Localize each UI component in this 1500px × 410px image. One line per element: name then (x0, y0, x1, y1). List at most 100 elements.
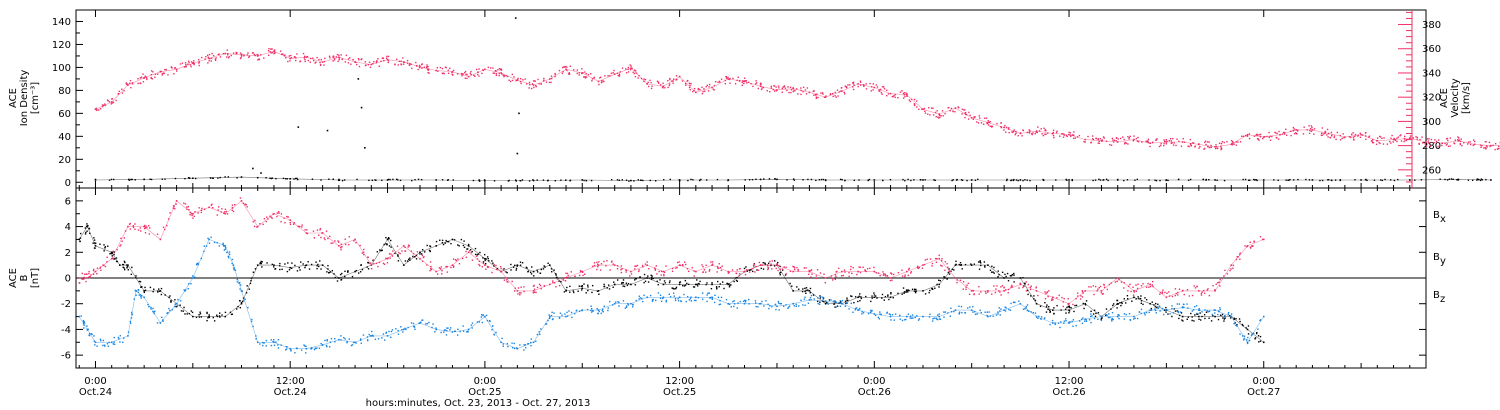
bz-series-point (410, 250, 413, 252)
bx-series-point (1199, 319, 1202, 321)
bx-series-point (596, 290, 599, 293)
bx-series-point (327, 268, 329, 270)
bz-series-point (553, 282, 556, 284)
by-series-point (711, 298, 714, 301)
bx-series-point (650, 277, 653, 279)
bx-series-point (99, 243, 101, 245)
bz-series-anchor (613, 264, 616, 266)
velocity-series-point (1416, 136, 1419, 139)
by-series-point (810, 294, 813, 297)
by-series-point (502, 345, 505, 347)
by-series-point (813, 298, 815, 300)
velocity-series-point (447, 72, 450, 74)
velocity-series-point (1047, 132, 1049, 134)
bz-series-point (369, 262, 371, 265)
velocity-series-point (637, 77, 639, 79)
bz-series-point (278, 212, 280, 214)
density-series-anchor (1214, 179, 1216, 181)
velocity-series-point (821, 92, 824, 94)
bz-series-point (1081, 290, 1084, 292)
by-series-point (1195, 312, 1198, 315)
bx-series-point (1235, 318, 1237, 320)
by-series-point (1128, 312, 1131, 315)
by-series-point (1090, 313, 1092, 315)
bx-series-point (94, 242, 97, 244)
bx-series-point (482, 261, 485, 263)
bx-series-point (892, 296, 894, 299)
bz-series-point (83, 278, 85, 280)
bz-series-anchor (678, 264, 681, 266)
bx-series-point (944, 277, 946, 279)
bz-series-point (616, 265, 619, 267)
bx-series-point (802, 288, 804, 290)
bx-series-point (706, 282, 708, 284)
bz-series-anchor (970, 290, 973, 292)
bz-series-point (775, 267, 777, 270)
velocity-series-point (283, 55, 286, 57)
by-series-point (231, 258, 234, 261)
velocity-series-point (1203, 147, 1206, 150)
by-series-point (530, 345, 532, 347)
by-series-point (961, 312, 963, 314)
velocity-series-point (167, 74, 169, 76)
bz-series-point (430, 268, 433, 271)
bx-series-point (294, 264, 296, 267)
velocity-series-point (1170, 142, 1173, 144)
bx-series-point (959, 264, 962, 266)
density-series-point (150, 178, 153, 181)
velocity-series-point (701, 92, 704, 95)
by-series-point (391, 329, 394, 331)
density-series-point (1480, 178, 1483, 180)
bz-series-point (675, 267, 677, 269)
bx-series-point (516, 265, 518, 267)
bx-series-point (697, 285, 699, 287)
velocity-series-point (540, 83, 542, 85)
by-series-point (950, 307, 952, 309)
velocity-series-anchor (1279, 133, 1281, 136)
bz-series-point (270, 216, 272, 218)
by-series-point (152, 307, 154, 310)
bx-series-point (361, 268, 364, 271)
bz-series-point (1206, 289, 1208, 291)
density-series-anchor (1116, 179, 1119, 181)
density-series-point (128, 178, 130, 181)
velocity-series-point (1353, 139, 1355, 141)
velocity-series-point (1458, 139, 1461, 141)
velocity-series-point (986, 122, 988, 125)
by-series-point (725, 298, 728, 301)
velocity-series-point (151, 78, 154, 80)
bz-series-point (965, 286, 967, 288)
velocity-series-point (584, 77, 587, 79)
bz-series-point (815, 277, 817, 280)
bx-series-point (979, 261, 981, 263)
density-series-point (1123, 179, 1125, 182)
by-series-point (88, 332, 91, 335)
bz-series-point (259, 223, 261, 225)
by-series-point (228, 253, 231, 255)
top-y2label-line: [km/s] (1461, 82, 1472, 114)
by-series-anchor (338, 338, 340, 341)
velocity-series-point (1062, 133, 1064, 135)
velocity-series-point (161, 73, 164, 75)
bz-series-point (1204, 292, 1206, 294)
density-series-point (478, 179, 481, 182)
bz-series-point (246, 206, 248, 208)
by-series-point (476, 321, 479, 323)
bx-series-point (1144, 297, 1146, 299)
velocity-series-point (638, 74, 640, 77)
velocity-series-point (879, 90, 881, 92)
velocity-series-point (1210, 144, 1212, 147)
bz-series-point (1007, 288, 1010, 291)
bz-series-point (476, 258, 479, 260)
bx-series-point (859, 293, 861, 295)
by-series-point (1038, 315, 1040, 318)
by-series-point (787, 306, 790, 308)
by-series-point (82, 319, 85, 322)
by-series-point (1105, 314, 1108, 316)
bz-series-point (843, 269, 846, 271)
bx-series-point (158, 288, 160, 290)
velocity-series-point (1221, 141, 1224, 143)
velocity-series-point (1321, 132, 1323, 134)
velocity-series-anchor (435, 69, 438, 72)
by-series-point (100, 340, 102, 342)
